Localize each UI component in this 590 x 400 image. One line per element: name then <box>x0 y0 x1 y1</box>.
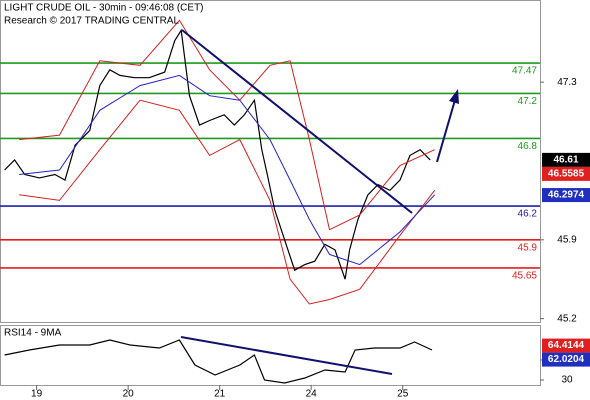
value-box <box>542 166 590 181</box>
plot-layer: 47.3 45.9 45.2 47.47 47.2 46.8 46.2 45.9 45.65 46… <box>0 19 590 400</box>
y-tick-label: 47.3 <box>557 77 577 88</box>
series-line <box>19 74 436 266</box>
level-label: 45.65 <box>512 271 537 282</box>
value-box-label: 64.4144 <box>548 340 585 351</box>
value-box <box>542 152 590 167</box>
series-line <box>19 19 435 231</box>
x-tick-label: 19 <box>31 389 43 400</box>
level-label: 46.2 <box>518 209 538 220</box>
value-box <box>542 352 590 367</box>
value-box-label: 46.5585 <box>548 169 585 180</box>
rsi-title: RSI14 - 9MA <box>4 328 62 339</box>
x-tick-label: 24 <box>306 389 318 400</box>
trend-line <box>181 29 413 214</box>
level-label: 45.9 <box>518 242 538 253</box>
x-tick-label: 25 <box>397 389 409 400</box>
chart-title: LIGHT CRUDE OIL - 30min - 09:46:08 (CET) <box>4 3 204 14</box>
rsi-panel <box>0 325 541 386</box>
price-panel <box>0 0 541 323</box>
x-tick-label: 20 <box>123 389 135 400</box>
y-tick-label: 45.2 <box>557 313 577 324</box>
value-box <box>542 338 590 353</box>
series-line <box>19 99 436 305</box>
value-box-label: 46.2974 <box>548 190 585 201</box>
y-tick-label: 45.9 <box>557 234 577 245</box>
y-tick-label: 30 <box>561 375 573 386</box>
forecast-arrow <box>436 99 456 163</box>
value-box-label: 62.0204 <box>548 354 585 365</box>
level-label: 47.47 <box>512 66 537 77</box>
value-box-label: 46.61 <box>553 155 578 166</box>
rsi-trend-line <box>180 336 393 375</box>
level-label: 46.8 <box>518 141 538 152</box>
arrow-head <box>449 89 459 104</box>
level-label: 47.2 <box>518 96 538 107</box>
value-box <box>542 188 590 203</box>
chart-subtitle: Research © 2017 TRADING CENTRAL <box>4 16 179 27</box>
series-line <box>4 339 433 384</box>
x-tick-label: 21 <box>214 389 226 400</box>
